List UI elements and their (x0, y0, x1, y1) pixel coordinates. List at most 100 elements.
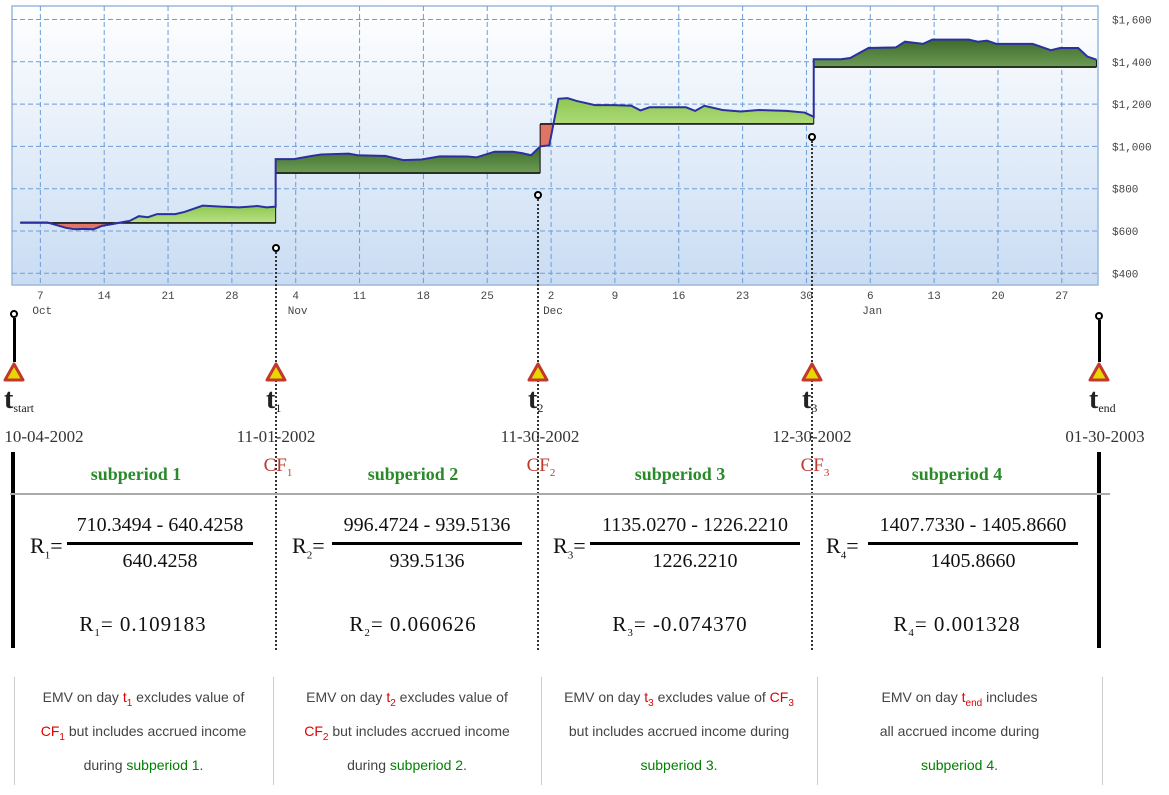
time-point-label: t2 (528, 384, 543, 415)
denominator: 640.4258 (122, 550, 198, 572)
marker-pin-icon (272, 244, 280, 252)
time-subscript: 1 (275, 401, 282, 415)
note-segment: subperiod 1 (126, 757, 200, 773)
denominator: 1405.8660 (930, 550, 1016, 572)
note-line: EMV on day tend includes (819, 680, 1100, 714)
equals-sign: = (50, 533, 63, 558)
time-point-date: 01-30-2003 (1065, 427, 1145, 446)
note-line: all accrued income during (819, 714, 1100, 748)
x-tick-label: 2 (548, 291, 555, 303)
cash-flow-dotted-line (811, 141, 813, 650)
note-segment: excludes value of (395, 689, 508, 705)
x-tick-label: 25 (481, 291, 494, 303)
note-segment: EMV on day (306, 689, 387, 705)
cash-flow-label: CF3 (801, 455, 830, 479)
return-result: R4= 0.001328 (893, 612, 1020, 639)
note-line: CF1 but includes accrued income (16, 714, 271, 748)
return-symbol: R (292, 533, 307, 558)
y-tick-label: $800 (1112, 185, 1138, 197)
gain-area-subperiod-3 (540, 98, 814, 124)
note-text: EMV on day t1 excludes value of CF1 but i… (16, 680, 271, 782)
note-separator (1102, 677, 1103, 785)
subperiod-label: subperiod 2 (367, 464, 459, 484)
y-tick-label: $1,600 (1112, 16, 1152, 28)
note-line: EMV on day t1 excludes value of (16, 680, 271, 714)
time-subscript: start (13, 401, 34, 415)
time-point-date: 10-04-2002 (4, 427, 84, 446)
note-segment: . (199, 757, 204, 773)
note-line: EMV on day t2 excludes value of (275, 680, 539, 714)
x-month-label: Jan (862, 306, 882, 318)
fraction-bar (67, 542, 253, 545)
note-segment: but includes accrued income (328, 723, 510, 739)
subperiod-label: subperiod 1 (90, 464, 182, 484)
time-subscript: end (1098, 401, 1116, 415)
note-segment: during (347, 757, 390, 773)
note-segment: subperiod 4 (920, 757, 995, 773)
note-subscript: 1 (59, 731, 65, 743)
return-result: R2= 0.060626 (349, 612, 476, 639)
numerator: 1407.7330 - 1405.8660 (879, 514, 1067, 536)
gain-area-subperiod-2 (275, 146, 541, 174)
marker-stem (12, 318, 16, 362)
note-segment: EMV on day (881, 689, 962, 705)
result-value: = -0.074370 (633, 612, 748, 636)
return-subscript: 4 (840, 549, 847, 562)
result-value: = 0.109183 (100, 612, 207, 636)
cf-text: CF (800, 455, 824, 476)
numerator: 1135.0270 - 1226.2210 (602, 514, 788, 536)
time-point-date: 12-30-2002 (772, 427, 852, 446)
time-point-label: tstart (4, 386, 34, 415)
note-segment: subperiod 2 (389, 757, 464, 773)
loss-area-subperiod-1 (20, 222, 276, 230)
period-boundary-start (11, 452, 15, 648)
time-point-date: 11-01-2002 (236, 427, 316, 446)
result-value: = 0.060626 (370, 612, 477, 636)
cash-flow-label: CF2 (527, 455, 556, 479)
return-label: R2= (292, 533, 325, 561)
subperiod-label: subperiod 4 (911, 464, 1003, 484)
note-subscript: 3 (788, 697, 794, 709)
return-symbol: R (826, 533, 841, 558)
return-symbol: R (349, 612, 365, 636)
note-segment: t (644, 689, 649, 705)
note-segment: excludes value of (132, 689, 245, 705)
cf-subscript: 1 (286, 466, 293, 479)
note-text: EMV on day t2 excludes value of CF2 but i… (275, 680, 539, 782)
time-symbol: t (528, 384, 538, 415)
subperiod-label: subperiod 3 (634, 464, 726, 484)
y-tick-label: $1,400 (1112, 58, 1152, 70)
note-segment: t (122, 689, 127, 705)
cash-flow-dotted-line (275, 252, 277, 650)
note-segment: . (994, 757, 999, 773)
return-label: R4= (826, 533, 859, 561)
note-segment: EMV on day (564, 689, 645, 705)
note-subscript: 2 (322, 731, 329, 743)
divider-line (10, 493, 1110, 495)
y-tick-label: $1,000 (1112, 142, 1152, 154)
note-segment: . (713, 757, 718, 773)
return-symbol: R (79, 612, 95, 636)
note-subscript: end (965, 697, 983, 709)
cf-text: CF (263, 455, 287, 476)
note-segment: CF (769, 689, 789, 705)
x-tick-label: 4 (292, 291, 299, 303)
time-point-date: 11-30-2002 (500, 427, 580, 446)
cash-flow-label: CF1 (264, 455, 293, 479)
numerator: 996.4724 - 939.5136 (343, 514, 511, 536)
marker-stem (1097, 320, 1101, 362)
return-result: R1= 0.109183 (79, 612, 206, 639)
cf-text: CF (526, 455, 550, 476)
return-symbol: R (893, 612, 909, 636)
x-tick-label: 20 (991, 291, 1004, 303)
y-tick-label: $400 (1112, 269, 1138, 281)
return-label: R1= (30, 533, 63, 561)
x-month-label: Dec (543, 306, 563, 318)
note-line: subperiod 4. (819, 748, 1100, 782)
return-subscript: 3 (627, 627, 634, 640)
marker-pin-icon (1095, 312, 1103, 320)
note-segment: subperiod 3 (640, 757, 714, 773)
note-segment: but includes accrued income during (568, 723, 790, 739)
note-segment: excludes value of (653, 689, 770, 705)
